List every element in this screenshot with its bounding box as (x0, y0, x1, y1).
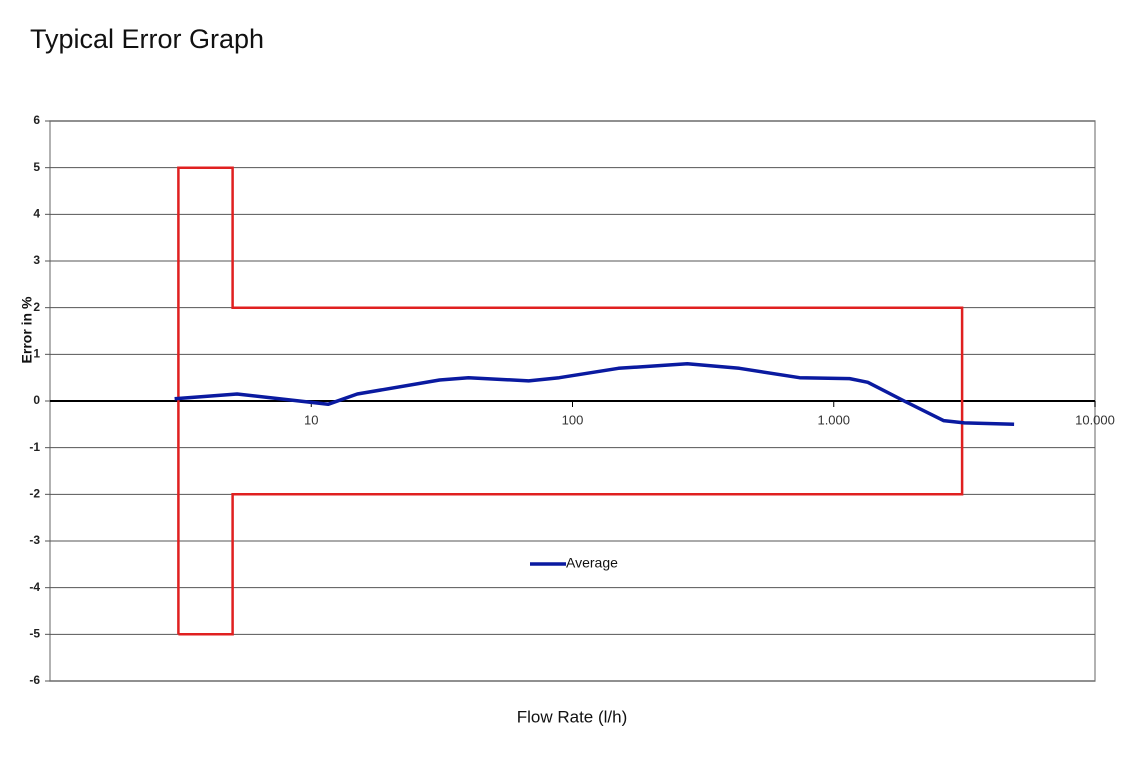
legend-label: Average (566, 555, 618, 571)
y-tick-label: -1 (29, 440, 40, 454)
y-tick-label: 1 (33, 347, 40, 361)
x-tick-label: 10 (304, 412, 318, 427)
y-tick-label: -5 (29, 627, 40, 641)
y-tick-label: 5 (33, 160, 40, 174)
y-tick-label: 2 (33, 300, 40, 314)
series-line (174, 361, 1015, 427)
limit-line (177, 166, 964, 636)
y-tick-label: -3 (29, 533, 40, 547)
y-tick-label: -2 (29, 487, 40, 501)
y-tick-label: 3 (33, 253, 40, 267)
y-tick-label: 0 (33, 393, 40, 407)
x-tick-label: 100 (562, 412, 584, 427)
y-tick-label: 4 (33, 207, 40, 221)
chart-title: Typical Error Graph (30, 24, 264, 54)
y-tick-label: 6 (33, 113, 40, 127)
x-axis-label: Flow Rate (l/h) (517, 707, 628, 726)
y-tick-label: -6 (29, 673, 40, 687)
y-tick-label: -4 (29, 580, 40, 594)
x-tick-label: 1.000 (817, 412, 850, 427)
x-tick-label: 10.000 (1075, 412, 1115, 427)
y-axis-label: Error in % (19, 296, 35, 363)
